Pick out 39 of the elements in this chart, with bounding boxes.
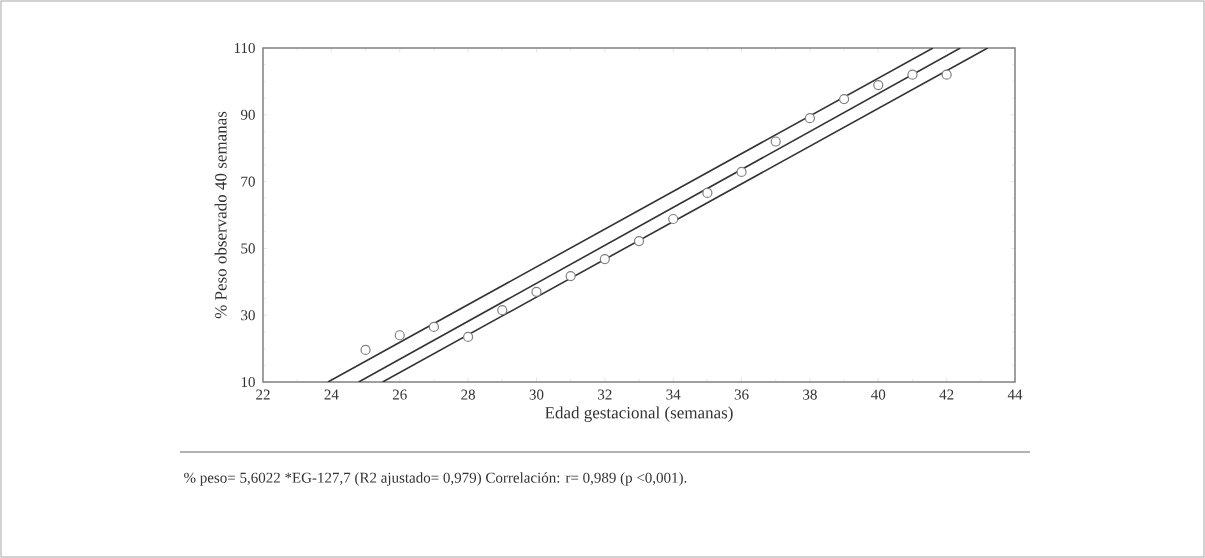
point: [804, 113, 816, 124]
x-tick-label: 40: [871, 389, 886, 400]
point: [497, 305, 508, 316]
x-tick-label: 42: [939, 389, 954, 400]
x-tick-label: 32: [598, 389, 612, 400]
x-tick-label: 28: [461, 389, 476, 400]
x-tick-label: 22: [256, 389, 270, 400]
y-tick-label: 10: [241, 376, 255, 388]
x-axis-title: Edad gestacional (semanas): [545, 406, 733, 422]
point: [565, 271, 576, 282]
point: [736, 166, 747, 178]
point: [360, 344, 371, 356]
x-tick-label: 44: [1007, 389, 1023, 400]
x-tick-label: 30: [529, 389, 544, 400]
y-tick-label: 50: [241, 243, 255, 254]
x-tick-label: 34: [666, 389, 681, 400]
point: [941, 69, 952, 80]
y-axis-title: % Peso observado 40 semanas: [214, 111, 227, 319]
y-tick-label: 30: [241, 310, 255, 321]
point: [463, 331, 474, 343]
point: [599, 253, 610, 265]
point: [770, 136, 781, 147]
x-tick-label: 24: [324, 389, 339, 400]
y-tick-label: 90: [240, 109, 255, 120]
point: [394, 330, 405, 341]
y-tick-label: 70: [241, 176, 255, 187]
point: [668, 213, 679, 225]
point: [873, 79, 884, 91]
point: [702, 187, 713, 199]
x-tick-label: 26: [392, 389, 407, 400]
point: [428, 321, 440, 332]
x-tick-label: 36: [734, 389, 749, 400]
x-tick-label: 38: [803, 389, 817, 400]
point: [907, 69, 918, 80]
point: [838, 94, 850, 105]
point: [633, 235, 645, 247]
y-tick-label: 110: [234, 42, 255, 54]
point: [531, 286, 542, 297]
text: % peso= 5,6022 *EG-127,7 (R2 ajustado= 0,979) Correlación: r= 0,989 (p <0,001).: [184, 472, 687, 486]
